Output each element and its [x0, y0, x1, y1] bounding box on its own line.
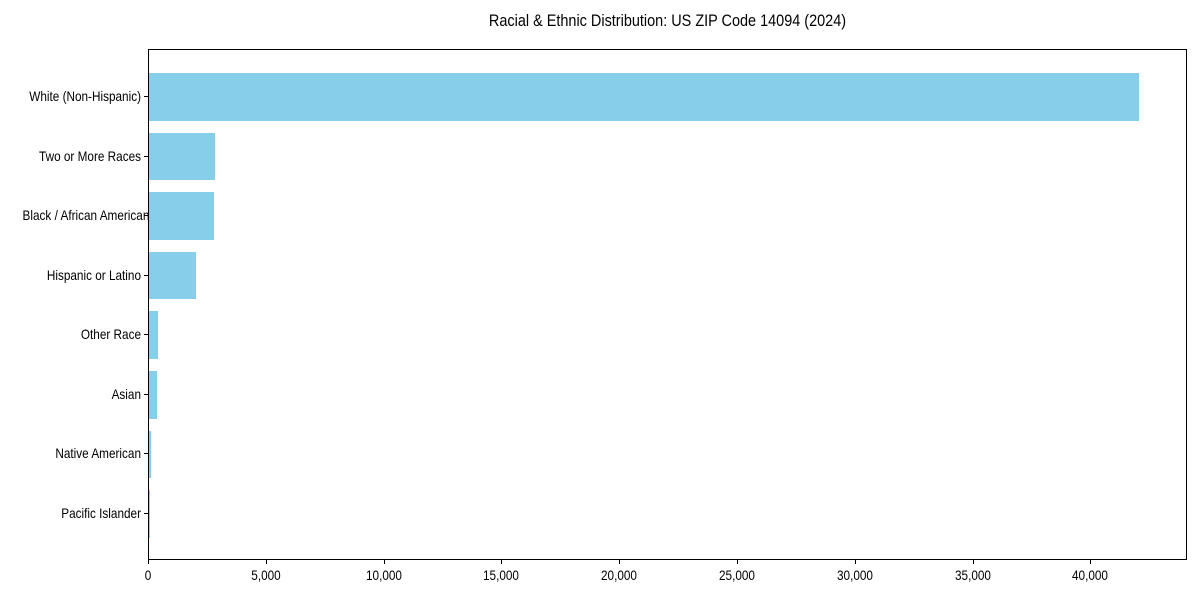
x-tick-label: 10,000	[365, 567, 402, 583]
x-tick-label: 20,000	[601, 567, 638, 583]
x-tick-label: 40,000	[1072, 567, 1109, 583]
bar	[149, 371, 157, 419]
x-tick-label: 30,000	[836, 567, 873, 583]
y-tick-label: White (Non-Hispanic)	[29, 88, 141, 104]
y-tick-mark	[144, 215, 148, 217]
y-tick-mark	[144, 274, 148, 276]
y-tick-label: Black / African American	[22, 207, 150, 224]
y-tick-label: Other Race	[80, 326, 141, 343]
y-tick-mark	[144, 512, 148, 514]
y-tick-label: Asian	[111, 385, 141, 402]
bar	[149, 251, 197, 300]
y-tick-mark	[144, 393, 148, 395]
x-tick-label: 15,000	[483, 567, 520, 583]
x-tick-mark	[265, 560, 267, 564]
y-tick-mark	[144, 453, 148, 455]
x-tick-mark	[383, 560, 385, 564]
x-tick-mark	[854, 560, 856, 564]
chart-title: Racial & Ethnic Distribution: US ZIP Cod…	[488, 11, 847, 30]
x-tick-mark	[501, 560, 503, 564]
bar	[149, 311, 158, 360]
x-tick-mark	[972, 560, 974, 564]
y-tick-label: Pacific Islander	[61, 504, 141, 521]
x-tick-mark	[1090, 560, 1092, 564]
y-tick-label: Native American	[55, 445, 141, 462]
y-tick-mark	[144, 334, 148, 336]
bar	[149, 73, 1139, 121]
y-tick-mark	[144, 155, 148, 157]
x-tick-label: 25,000	[719, 567, 755, 583]
x-tick-label: 5,000	[251, 567, 281, 583]
bar	[149, 430, 152, 479]
bar	[149, 132, 215, 181]
x-tick-mark	[619, 560, 621, 564]
x-tick-mark	[148, 560, 149, 564]
y-tick-mark	[144, 96, 148, 97]
x-tick-label: 35,000	[954, 567, 991, 583]
x-tick-label: 0	[144, 567, 152, 583]
bar	[149, 192, 214, 240]
plot-area	[148, 49, 1187, 560]
y-tick-label: Hispanic or Latino	[46, 266, 141, 283]
y-tick-label: Two or More Races	[39, 147, 141, 164]
x-tick-mark	[737, 560, 738, 564]
